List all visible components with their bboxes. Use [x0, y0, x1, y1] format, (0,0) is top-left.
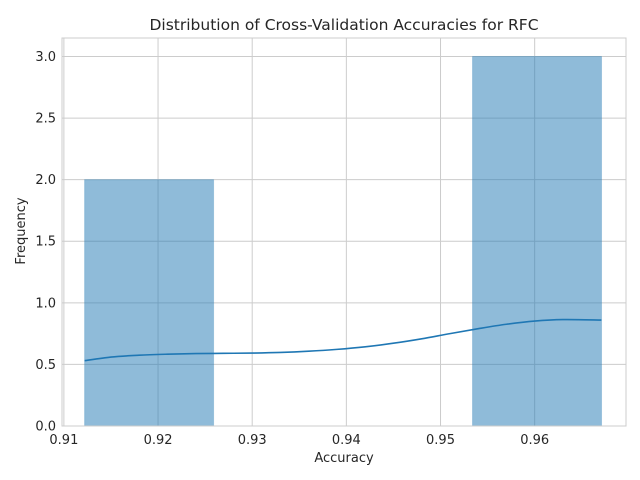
x-tick-label: 0.95 [426, 433, 455, 448]
y-tick-label: 0.0 [35, 420, 56, 435]
plot-frame [61, 37, 627, 427]
bar-layer [84, 55, 603, 427]
y-tick-label: 3.0 [35, 50, 56, 65]
x-tick-label: 0.94 [332, 433, 361, 448]
y-tick-label: 2.0 [35, 173, 56, 188]
kde-layer [84, 318, 602, 362]
y-axis-label: Frequency [14, 197, 29, 264]
y-tick-label: 0.5 [35, 358, 56, 373]
x-axis-label: Accuracy [314, 451, 374, 466]
histogram-bar [84, 179, 215, 427]
y-tick-label: 2.5 [35, 112, 56, 127]
tick-label-layer: 0.91 0.92 0.93 0.94 0.95 0.96 0.0 0.5 1.0 1.5 2.0 2… [35, 50, 549, 448]
x-tick-label: 0.92 [144, 433, 173, 448]
chart-title: Distribution of Cross-Validation Accurac… [149, 16, 538, 34]
x-tick-label: 0.96 [520, 433, 549, 448]
y-tick-label: 1.0 [35, 296, 56, 311]
y-tick-label: 1.5 [35, 235, 56, 250]
histogram-bar [472, 55, 603, 427]
kde-line [84, 318, 602, 362]
x-tick-label: 0.93 [238, 433, 267, 448]
x-tick-label: 0.91 [49, 433, 78, 448]
